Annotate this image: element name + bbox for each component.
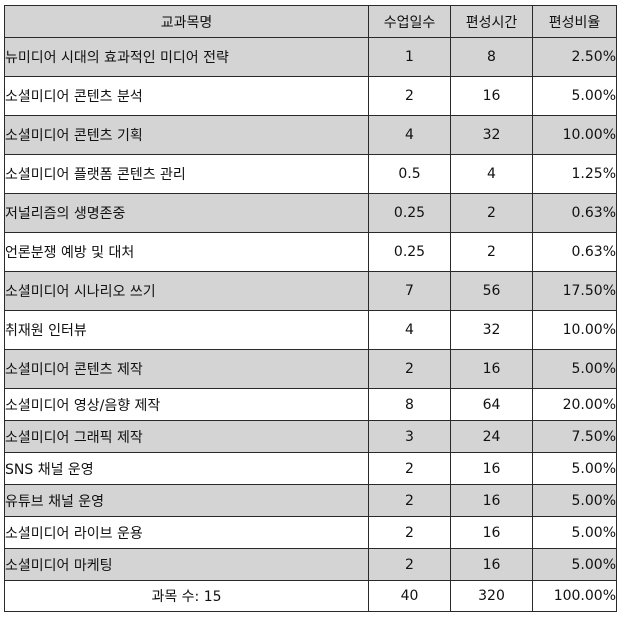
cell-ratio: 20.00% [532, 388, 617, 421]
cell-ratio: 0.63% [532, 232, 617, 272]
table-row: 소셜미디어 플랫폼 콘텐츠 관리 0.5 4 1.25% [4, 154, 617, 194]
cell-hours: 32 [450, 310, 533, 350]
cell-ratio: 5.00% [532, 548, 617, 581]
cell-days: 0.25 [368, 232, 451, 272]
table-row: 저널리즘의 생명존중 0.25 2 0.63% [4, 193, 617, 233]
table-row: 소셜미디어 시나리오 쓰기 7 56 17.50% [4, 271, 617, 311]
cell-ratio: 0.63% [532, 193, 617, 233]
cell-subject: 소셜미디어 플랫폼 콘텐츠 관리 [4, 154, 369, 194]
cell-hours: 16 [450, 76, 533, 116]
total-days: 40 [368, 580, 451, 612]
cell-days: 4 [368, 310, 451, 350]
table-row: 소셜미디어 콘텐츠 분석 2 16 5.00% [4, 76, 617, 116]
cell-ratio: 5.00% [532, 452, 617, 485]
cell-hours: 2 [450, 232, 533, 272]
cell-ratio: 1.25% [532, 154, 617, 194]
cell-hours: 16 [450, 452, 533, 485]
total-row: 과목 수: 15 40 320 100.00% [4, 580, 617, 612]
table-row: 언론분쟁 예방 및 대처 0.25 2 0.63% [4, 232, 617, 272]
header-hours: 편성시간 [450, 5, 533, 38]
cell-hours: 16 [450, 484, 533, 517]
header-ratio: 편성비율 [532, 5, 617, 38]
header-days: 수업일수 [368, 5, 451, 38]
cell-subject: 소셜미디어 콘텐츠 제작 [4, 349, 369, 389]
table-row: 소셜미디어 마케팅 2 16 5.00% [4, 548, 617, 581]
cell-subject: 소셜미디어 라이브 운용 [4, 516, 369, 549]
total-ratio: 100.00% [532, 580, 617, 612]
cell-hours: 4 [450, 154, 533, 194]
cell-days: 7 [368, 271, 451, 311]
table-row: 뉴미디어 시대의 효과적인 미디어 전략 1 8 2.50% [4, 37, 617, 77]
cell-days: 0.25 [368, 193, 451, 233]
cell-days: 2 [368, 76, 451, 116]
table-row: 소셜미디어 그래픽 제작 3 24 7.50% [4, 420, 617, 453]
header-row: 교과목명 수업일수 편성시간 편성비율 [4, 5, 617, 38]
cell-ratio: 7.50% [532, 420, 617, 453]
cell-subject: 유튜브 채널 운영 [4, 484, 369, 517]
cell-ratio: 5.00% [532, 76, 617, 116]
table-row: 소셜미디어 라이브 운용 2 16 5.00% [4, 516, 617, 549]
cell-ratio: 5.00% [532, 484, 617, 517]
cell-days: 4 [368, 115, 451, 155]
cell-hours: 16 [450, 349, 533, 389]
cell-days: 8 [368, 388, 451, 421]
cell-subject: 소셜미디어 그래픽 제작 [4, 420, 369, 453]
cell-days: 3 [368, 420, 451, 453]
cell-ratio: 5.00% [532, 349, 617, 389]
cell-subject: 언론분쟁 예방 및 대처 [4, 232, 369, 272]
cell-subject: 취재원 인터뷰 [4, 310, 369, 350]
cell-subject: 소셜미디어 시나리오 쓰기 [4, 271, 369, 311]
cell-days: 2 [368, 484, 451, 517]
cell-hours: 64 [450, 388, 533, 421]
cell-subject: SNS 채널 운영 [4, 452, 369, 485]
cell-hours: 16 [450, 548, 533, 581]
cell-hours: 16 [450, 516, 533, 549]
cell-hours: 56 [450, 271, 533, 311]
total-hours: 320 [450, 580, 533, 612]
cell-days: 2 [368, 516, 451, 549]
cell-subject: 소셜미디어 콘텐츠 기획 [4, 115, 369, 155]
cell-days: 2 [368, 349, 451, 389]
cell-ratio: 10.00% [532, 115, 617, 155]
cell-subject: 소셜미디어 콘텐츠 분석 [4, 76, 369, 116]
cell-hours: 8 [450, 37, 533, 77]
cell-hours: 32 [450, 115, 533, 155]
table-row: 소셜미디어 콘텐츠 제작 2 16 5.00% [4, 349, 617, 389]
table-row: SNS 채널 운영 2 16 5.00% [4, 452, 617, 485]
table-row: 유튜브 채널 운영 2 16 5.00% [4, 484, 617, 517]
cell-days: 2 [368, 548, 451, 581]
cell-hours: 2 [450, 193, 533, 233]
cell-days: 1 [368, 37, 451, 77]
cell-subject: 소셜미디어 영상/음향 제작 [4, 388, 369, 421]
cell-days: 2 [368, 452, 451, 485]
cell-subject: 소셜미디어 마케팅 [4, 548, 369, 581]
cell-subject: 뉴미디어 시대의 효과적인 미디어 전략 [4, 37, 369, 77]
total-label: 과목 수: 15 [4, 580, 369, 612]
cell-ratio: 17.50% [532, 271, 617, 311]
cell-days: 0.5 [368, 154, 451, 194]
table-row: 소셜미디어 콘텐츠 기획 4 32 10.00% [4, 115, 617, 155]
cell-hours: 24 [450, 420, 533, 453]
cell-ratio: 2.50% [532, 37, 617, 77]
cell-ratio: 10.00% [532, 310, 617, 350]
cell-subject: 저널리즘의 생명존중 [4, 193, 369, 233]
table-row: 소셜미디어 영상/음향 제작 8 64 20.00% [4, 388, 617, 421]
header-subject: 교과목명 [4, 5, 369, 38]
curriculum-table: 교과목명 수업일수 편성시간 편성비율 뉴미디어 시대의 효과적인 미디어 전략… [4, 5, 617, 612]
cell-ratio: 5.00% [532, 516, 617, 549]
table-row: 취재원 인터뷰 4 32 10.00% [4, 310, 617, 350]
